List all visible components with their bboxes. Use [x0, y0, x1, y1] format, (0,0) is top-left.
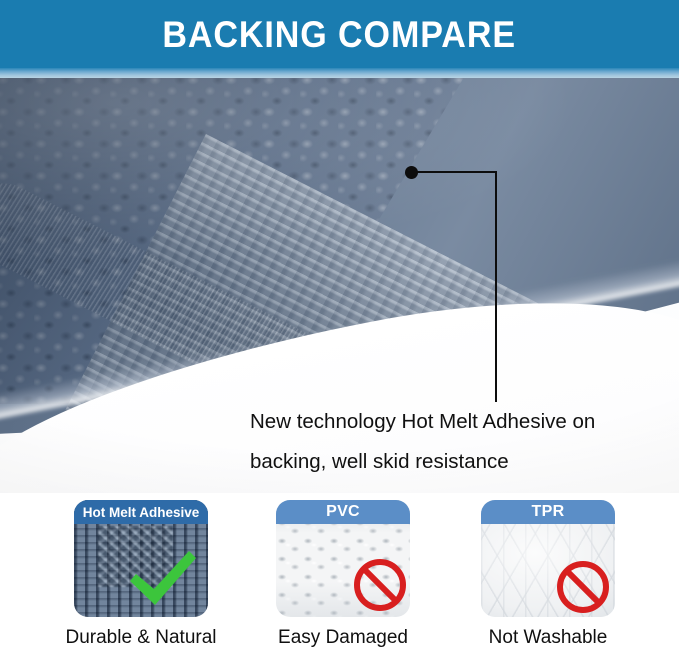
- callout-line-vertical: [495, 171, 497, 402]
- card-header-label: PVC: [276, 500, 410, 524]
- rug-backing-photo: [0, 78, 679, 493]
- prohibited-icon: [557, 561, 609, 613]
- comparison-item-pvc: PVC Easy Damaged: [243, 500, 443, 649]
- card-tpr: TPR: [481, 500, 615, 617]
- banner-underglow: [0, 68, 679, 78]
- header-banner: BACKING COMPARE: [0, 0, 679, 68]
- card-header-label: TPR: [481, 500, 615, 524]
- page-title: BACKING COMPARE: [162, 13, 517, 55]
- green-check-icon: [130, 551, 196, 605]
- card-header-label: Hot Melt Adhesive: [74, 500, 208, 524]
- prohibited-icon: [354, 559, 406, 611]
- comparison-item-hot-melt-adhesive: Hot Melt Adhesive Durable & Natural: [41, 500, 241, 649]
- photo-vignette: [0, 78, 679, 493]
- comparison-item-tpr: TPR Not Washable: [448, 500, 648, 649]
- card-hot-melt-adhesive: Hot Melt Adhesive: [74, 500, 208, 617]
- card-caption: Durable & Natural: [65, 627, 217, 648]
- annotation-line-1: New technology Hot Melt Adhesive on: [250, 410, 596, 433]
- comparison-cards: Hot Melt Adhesive Durable & Natural PVC: [0, 500, 679, 660]
- annotation-line-2: backing, well skid resistance: [250, 450, 509, 473]
- card-caption: Not Washable: [488, 627, 608, 648]
- callout-annotation: New technology Hot Melt Adhesive on back…: [250, 402, 670, 482]
- card-caption: Easy Damaged: [278, 627, 408, 648]
- callout-line-horizontal: [411, 171, 497, 173]
- card-pvc: PVC: [276, 500, 410, 617]
